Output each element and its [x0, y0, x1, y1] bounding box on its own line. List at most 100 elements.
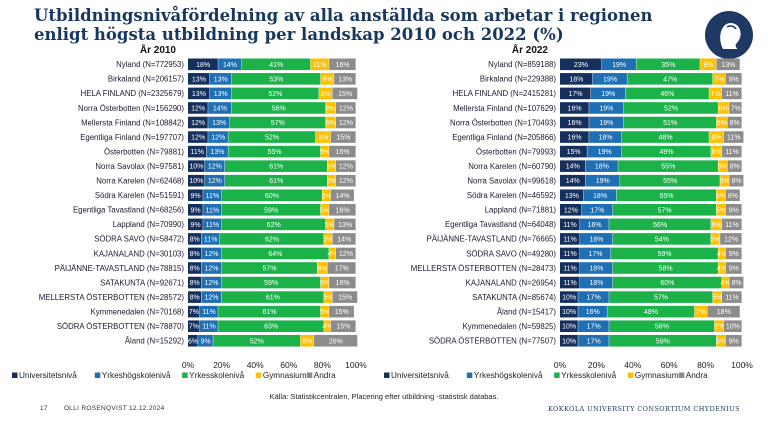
- data-label: 5%: [716, 193, 726, 200]
- data-label: 18%: [589, 280, 603, 287]
- data-label: 11%: [204, 236, 218, 243]
- bar-segment: [188, 73, 210, 85]
- data-label: 54%: [655, 236, 669, 243]
- data-label: 49%: [659, 149, 673, 156]
- data-label: 12%: [339, 120, 353, 127]
- bar-segment: [721, 276, 729, 289]
- bar-segment: [324, 320, 331, 332]
- bar-segment: [725, 334, 742, 347]
- data-label: 60%: [265, 193, 279, 200]
- category-label: Norra Österbotten (N=170493): [450, 118, 556, 127]
- data-label: 19%: [599, 105, 613, 112]
- data-label: 19%: [599, 120, 613, 127]
- data-label: 52%: [664, 105, 678, 112]
- data-label: 57%: [658, 207, 672, 214]
- x-tick-label: 20%: [213, 360, 230, 370]
- data-label: 11%: [725, 91, 739, 98]
- bar-segment: [623, 116, 717, 129]
- bar-segment: [188, 305, 200, 318]
- bar-segment: [560, 102, 589, 114]
- bar-segment: [560, 305, 578, 318]
- data-label: 51%: [663, 120, 677, 127]
- legend-label: Andra: [686, 371, 708, 380]
- data-label: 18%: [717, 309, 731, 316]
- bar-segment: [218, 58, 242, 71]
- data-label: 61%: [266, 295, 280, 302]
- bar-segment: [621, 131, 709, 143]
- data-label: 8%: [190, 280, 200, 287]
- category-label: Kymmenedalen (N=70168): [91, 307, 185, 316]
- data-label: 6%: [326, 105, 336, 112]
- category-label: Norra Karelen (N=60790): [468, 162, 556, 171]
- data-label: 16%: [586, 309, 600, 316]
- bar-segment: [327, 262, 356, 274]
- data-label: 5%: [325, 222, 335, 229]
- data-label: 7%: [696, 309, 706, 316]
- data-label: 16%: [336, 62, 350, 69]
- footer-author: OLLI ROSENQVIST 12.12.2024: [63, 405, 165, 412]
- data-label: 5%: [323, 295, 333, 302]
- bar-segment: [330, 131, 356, 143]
- bar-segment: [201, 247, 222, 260]
- legend-swatch: [306, 372, 313, 378]
- category-label: Birkaland (N=206157): [108, 75, 184, 84]
- data-label: 9%: [729, 251, 739, 258]
- bar-segment: [204, 174, 225, 187]
- data-label: 17%: [568, 91, 582, 98]
- bar-segment: [320, 276, 329, 289]
- data-label: 5%: [720, 178, 730, 185]
- data-label: 13%: [214, 91, 228, 98]
- bar-segment: [314, 334, 358, 347]
- data-label: 57%: [654, 295, 668, 302]
- bar-segment: [209, 73, 232, 85]
- legend-swatch: [182, 372, 188, 378]
- data-label: 19%: [598, 149, 612, 156]
- bar-segment: [718, 160, 728, 172]
- bar-segment: [221, 262, 317, 274]
- data-label: 17%: [588, 251, 602, 258]
- data-label: 8%: [190, 295, 200, 302]
- bar-segment: [320, 73, 334, 85]
- bar-segment: [188, 262, 202, 274]
- data-label: 13%: [338, 222, 352, 229]
- bar-segment: [587, 145, 622, 158]
- bar-segment: [224, 174, 328, 187]
- bar-segment: [585, 160, 618, 172]
- data-label: 55%: [268, 149, 282, 156]
- data-label: 6%: [719, 105, 729, 112]
- bar-segment: [221, 276, 321, 289]
- data-label: 8%: [302, 338, 312, 345]
- bar-segment: [560, 145, 587, 158]
- data-label: 8%: [190, 251, 200, 258]
- data-label: 18%: [598, 135, 612, 142]
- category-label: KAJANALAND (N=26954): [466, 278, 557, 287]
- data-label: 5%: [714, 324, 724, 331]
- bar-segment: [609, 291, 713, 303]
- legend-swatch: [678, 372, 685, 378]
- bar-segment: [213, 334, 301, 347]
- bar-segment: [188, 233, 202, 245]
- data-label: 9%: [729, 338, 739, 345]
- data-label: 15%: [567, 149, 581, 156]
- bar-segment: [560, 73, 593, 85]
- bar-segment: [711, 218, 722, 231]
- data-label: 6%: [711, 149, 721, 156]
- bar-segment: [721, 218, 742, 231]
- bar-segment: [327, 174, 336, 187]
- bar-segment: [721, 145, 742, 158]
- bar-segment: [330, 320, 356, 332]
- chart-panel-2: År 2022 Nyland (N=859188) 23% 19% 35% 9% 13% Bi…: [384, 43, 753, 380]
- data-label: 47%: [663, 76, 677, 83]
- bar-segment: [592, 73, 627, 85]
- category-label: Nyland (N=859188): [488, 60, 556, 69]
- bar-segment: [580, 276, 613, 289]
- bar-segment: [221, 291, 324, 303]
- bar-segment: [560, 204, 582, 216]
- data-label: 53%: [269, 76, 283, 83]
- bar-segment: [620, 174, 720, 187]
- bar-segment: [224, 160, 328, 172]
- bar-segment: [221, 218, 326, 231]
- bar-segment: [714, 320, 724, 332]
- data-label: 16%: [336, 149, 350, 156]
- data-label: 61%: [269, 164, 283, 171]
